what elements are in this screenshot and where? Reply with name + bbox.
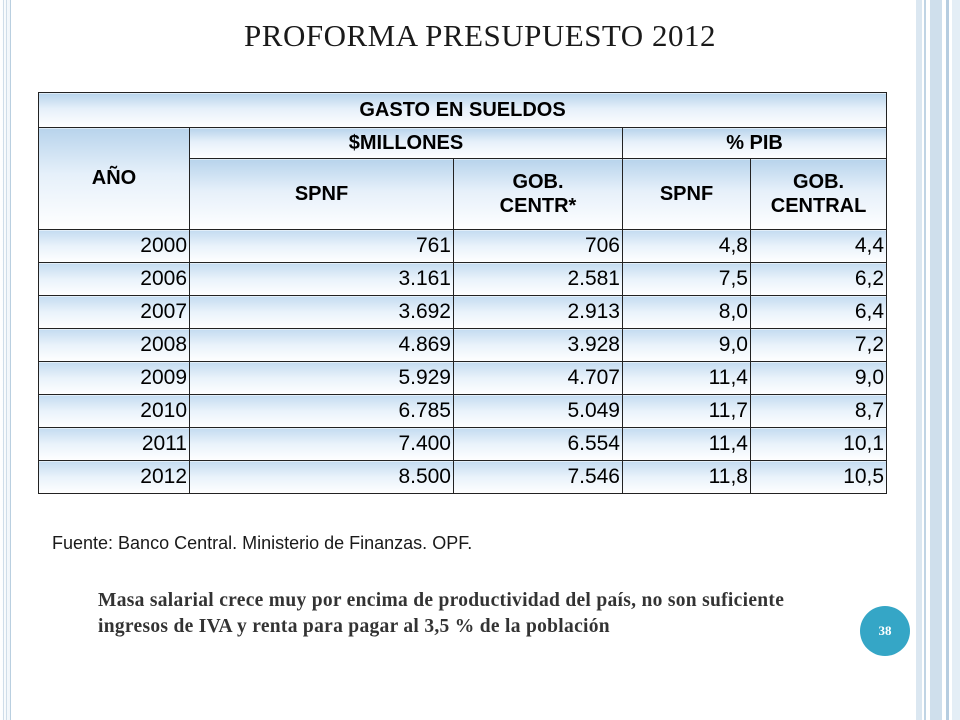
cell-spnf-pib: 11,4 <box>622 427 751 461</box>
cell-year: 2011 <box>38 427 190 461</box>
cell-year: 2010 <box>38 394 190 428</box>
cell-spnf-millions: 6.785 <box>189 394 454 428</box>
header-gob-line1: GOB. <box>792 171 845 193</box>
cell-year: 2007 <box>38 295 190 329</box>
cell-gob-millions: 4.707 <box>453 361 623 395</box>
header-gob-central-pib: GOB. CENTRAL <box>749 158 888 230</box>
cell-spnf-pib: 9,0 <box>622 328 751 362</box>
cell-spnf-pib: 4,8 <box>622 229 751 263</box>
cell-gob-pib: 8,7 <box>749 394 888 428</box>
table-row: 2011 7.400 6.554 11,4 10,1 <box>38 427 888 461</box>
table-row: 2008 4.869 3.928 9,0 7,2 <box>38 328 888 362</box>
cell-year: 2012 <box>38 460 190 494</box>
table-row: 2006 3.161 2.581 7,5 6,2 <box>38 262 888 296</box>
cell-gob-millions: 5.049 <box>453 394 623 428</box>
cell-spnf-millions: 761 <box>189 229 454 263</box>
table-row: 2007 3.692 2.913 8,0 6,4 <box>38 295 888 329</box>
cell-gob-pib: 4,4 <box>749 229 888 263</box>
cell-gob-millions: 3.928 <box>453 328 623 362</box>
slide-frame-right <box>916 0 960 720</box>
header-gob-centr-millions: GOB. CENTR* <box>453 158 623 230</box>
header-pib: % PIB <box>621 127 888 159</box>
header-year: AÑO <box>38 127 190 230</box>
cell-gob-pib: 7,2 <box>749 328 888 362</box>
cell-gob-pib: 6,4 <box>749 295 888 329</box>
table-caption: GASTO EN SUELDOS <box>37 92 888 128</box>
table-row: 2000 761 706 4,8 4,4 <box>38 229 888 263</box>
cell-year: 2008 <box>38 328 190 362</box>
cell-gob-millions: 7.546 <box>453 460 623 494</box>
table-row: 2009 5.929 4.707 11,4 9,0 <box>38 361 888 395</box>
slide-title: PROFORMA PRESUPUESTO 2012 <box>244 18 716 53</box>
cell-gob-pib: 6,2 <box>749 262 888 296</box>
cell-spnf-millions: 3.692 <box>189 295 454 329</box>
header-gob-line2: CENTR* <box>499 195 577 217</box>
cell-gob-pib: 10,1 <box>749 427 888 461</box>
cell-gob-millions: 2.581 <box>453 262 623 296</box>
cell-spnf-pib: 11,7 <box>622 394 751 428</box>
cell-spnf-pib: 11,8 <box>622 460 751 494</box>
cell-spnf-millions: 8.500 <box>189 460 454 494</box>
cell-spnf-millions: 5.929 <box>189 361 454 395</box>
table-row: 2010 6.785 5.049 11,7 8,7 <box>38 394 888 428</box>
cell-year: 2009 <box>38 361 190 395</box>
cell-spnf-millions: 7.400 <box>189 427 454 461</box>
header-spnf-millions: SPNF <box>189 158 454 230</box>
salary-spending-table: GASTO EN SUELDOS AÑO $MILLONES % PIB SPN… <box>37 92 888 494</box>
cell-year: 2000 <box>38 229 190 263</box>
cell-spnf-pib: 8,0 <box>622 295 751 329</box>
cell-spnf-pib: 11,4 <box>622 361 751 395</box>
cell-spnf-millions: 3.161 <box>189 262 454 296</box>
header-millions: $MILLONES <box>189 127 623 159</box>
source-note: Fuente: Banco Central. Ministerio de Fin… <box>52 533 473 553</box>
cell-gob-millions: 6.554 <box>453 427 623 461</box>
slide-frame-left <box>0 0 11 720</box>
header-gob-line1: GOB. <box>512 171 564 193</box>
page-number-badge: 38 <box>860 606 910 656</box>
header-spnf-pib: SPNF <box>622 158 751 230</box>
cell-gob-pib: 10,5 <box>749 460 888 494</box>
table-row: 2012 8.500 7.546 11,8 10,5 <box>38 460 888 494</box>
summary-text: Masa salarial crece muy por encima de pr… <box>98 590 785 637</box>
cell-gob-millions: 706 <box>453 229 623 263</box>
cell-spnf-pib: 7,5 <box>622 262 751 296</box>
cell-gob-millions: 2.913 <box>453 295 623 329</box>
cell-year: 2006 <box>38 262 190 296</box>
cell-spnf-millions: 4.869 <box>189 328 454 362</box>
header-gob-line2: CENTRAL <box>770 195 867 217</box>
cell-gob-pib: 9,0 <box>749 361 888 395</box>
